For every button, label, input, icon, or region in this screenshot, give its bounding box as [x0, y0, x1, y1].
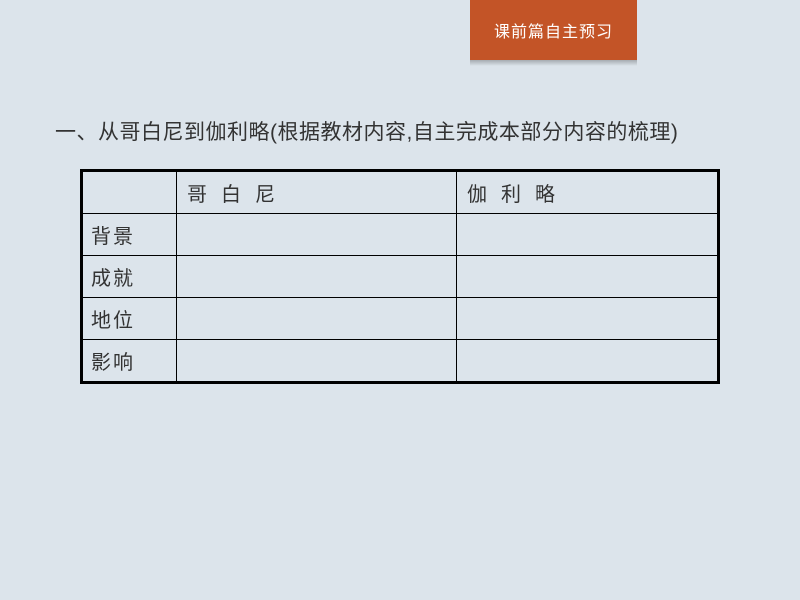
header-empty	[82, 170, 177, 213]
section-heading: 一、从哥白尼到伽利略(根据教材内容,自主完成本部分内容的梳理)	[55, 115, 745, 151]
cell-influence-galileo	[457, 339, 719, 382]
cell-status-galileo	[457, 297, 719, 339]
row-label-achievement: 成就	[82, 255, 177, 297]
tab-preview: 课前篇自主预习	[470, 0, 637, 60]
content-area: 一、从哥白尼到伽利略(根据教材内容,自主完成本部分内容的梳理) 哥白尼 伽利略 …	[55, 115, 745, 384]
row-label-influence: 影响	[82, 339, 177, 382]
table-row: 地位	[82, 297, 719, 339]
tab-container: 课前篇自主预习	[470, 0, 637, 60]
tab-label: 课前篇自主预习	[494, 24, 613, 41]
row-label-background: 背景	[82, 213, 177, 255]
table-row: 影响	[82, 339, 719, 382]
tab-shadow	[470, 60, 637, 66]
cell-influence-copernicus	[177, 339, 457, 382]
table-row: 成就	[82, 255, 719, 297]
cell-status-copernicus	[177, 297, 457, 339]
cell-background-galileo	[457, 213, 719, 255]
table-wrapper: 哥白尼 伽利略 背景 成就 地位 影响	[55, 169, 745, 384]
cell-background-copernicus	[177, 213, 457, 255]
comparison-table: 哥白尼 伽利略 背景 成就 地位 影响	[80, 169, 720, 384]
table-header-row: 哥白尼 伽利略	[82, 170, 719, 213]
row-label-status: 地位	[82, 297, 177, 339]
header-copernicus: 哥白尼	[177, 170, 457, 213]
cell-achievement-copernicus	[177, 255, 457, 297]
header-galileo: 伽利略	[457, 170, 719, 213]
table-row: 背景	[82, 213, 719, 255]
cell-achievement-galileo	[457, 255, 719, 297]
